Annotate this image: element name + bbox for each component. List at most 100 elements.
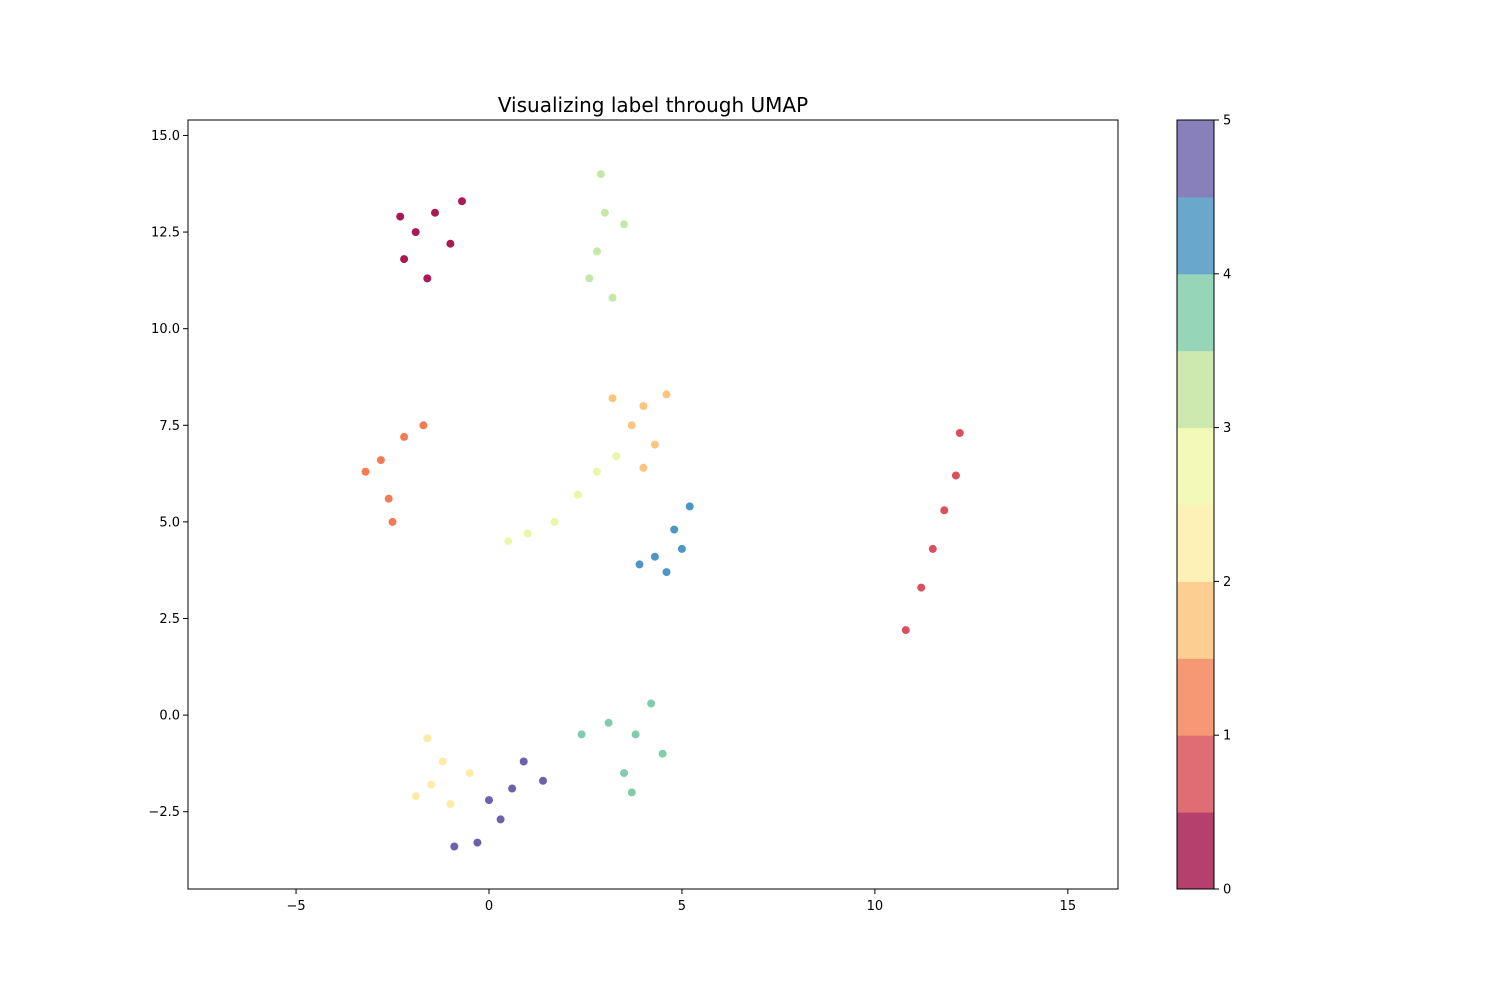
colorbar-segment	[1177, 273, 1214, 352]
scatter-points	[361, 170, 964, 851]
scatter-point	[431, 208, 439, 217]
colorbar-tick-label: 1	[1223, 729, 1231, 744]
scatter-point	[411, 228, 420, 237]
chart-title: Visualizing label through UMAP	[498, 93, 808, 117]
scatter-point	[465, 769, 474, 778]
scatter-point	[627, 421, 636, 430]
scatter-point	[677, 544, 686, 553]
colorbar-tick-label: 5	[1223, 114, 1231, 129]
scatter-point	[384, 494, 393, 503]
scatter-point	[593, 467, 601, 476]
scatter-point	[685, 502, 694, 511]
colorbar-segment	[1177, 196, 1214, 275]
x-tick-label: 0	[485, 899, 493, 914]
scatter-point	[662, 568, 671, 577]
colorbar-tick-label: 3	[1223, 421, 1231, 436]
scatter-point	[600, 208, 609, 217]
scatter-point	[604, 718, 613, 727]
scatter-point	[620, 220, 629, 229]
y-tick-label: 10.0	[151, 322, 180, 337]
scatter-point	[438, 757, 447, 766]
scatter-point	[631, 730, 640, 739]
scatter-point	[596, 170, 605, 179]
scatter-point	[485, 796, 493, 805]
scatter-point	[917, 583, 926, 592]
scatter-point	[620, 769, 629, 778]
scatter-point	[670, 525, 679, 534]
scatter-point	[940, 506, 949, 515]
scatter-point	[376, 456, 385, 465]
scatter-point	[662, 390, 671, 399]
y-tick-label: 12.5	[151, 226, 180, 241]
scatter-point	[539, 776, 547, 785]
scatter-point	[951, 471, 960, 480]
scatter-point	[446, 800, 455, 808]
colorbar-segment	[1177, 427, 1214, 505]
scatter-point	[577, 730, 586, 739]
x-tick-label: 10	[867, 899, 884, 914]
scatter-point	[519, 757, 528, 766]
x-tick-label: 5	[678, 899, 686, 914]
scatter-point	[573, 490, 582, 499]
scatter-point	[361, 467, 370, 476]
scatter-point	[647, 699, 656, 708]
scatter-point	[639, 463, 648, 472]
scatter-point	[627, 788, 636, 797]
scatter-point	[473, 838, 482, 847]
colorbar-segment	[1177, 658, 1214, 736]
scatter-point	[427, 780, 436, 789]
y-axis: −2.5 0.0 2.5 5.0 7.5 10.0 12.5 15.0	[148, 129, 188, 820]
scatter-point	[635, 560, 644, 569]
scatter-point	[550, 517, 559, 526]
colorbar-segment	[1177, 120, 1214, 198]
scatter-point	[901, 626, 910, 635]
scatter-point	[400, 432, 409, 441]
colorbar: 0 1 2 3 4 5	[1176, 114, 1231, 898]
scatter-point	[608, 394, 617, 403]
scatter-point	[504, 537, 513, 546]
scatter-point	[458, 197, 466, 206]
scatter-point	[419, 421, 428, 430]
x-tick-label: 15	[1060, 899, 1077, 914]
scatter-point	[423, 274, 432, 283]
y-tick-label: 2.5	[159, 612, 180, 627]
scatter-point	[593, 247, 601, 256]
scatter-point	[508, 784, 517, 793]
scatter-point	[585, 274, 594, 283]
scatter-point	[612, 452, 621, 461]
scatter-point	[400, 255, 409, 264]
scatter-point	[658, 749, 667, 758]
scatter-point	[955, 429, 964, 437]
y-tick-label: 15.0	[151, 129, 180, 144]
scatter-point	[388, 517, 397, 526]
x-axis: −5 0 5 10 15	[286, 889, 1076, 914]
scatter-point	[450, 842, 459, 851]
colorbar-segment	[1177, 350, 1214, 429]
y-tick-label: 0.0	[159, 709, 180, 724]
x-tick-label: −5	[286, 899, 305, 914]
colorbar-tick-label: 4	[1223, 267, 1231, 282]
scatter-point	[396, 212, 405, 221]
scatter-point	[423, 734, 432, 743]
colorbar-segment	[1177, 812, 1214, 890]
y-tick-label: −2.5	[148, 805, 180, 820]
colorbar-segment	[1177, 735, 1214, 813]
scatter-point	[650, 552, 659, 561]
scatter-point	[411, 792, 420, 801]
scatter-point	[523, 529, 532, 538]
y-tick-label: 7.5	[159, 419, 180, 434]
scatter-point	[639, 402, 648, 410]
scatter-point	[650, 440, 659, 449]
colorbar-segment	[1177, 581, 1214, 659]
scatter-point	[608, 293, 617, 302]
colorbar-tick-label: 0	[1223, 883, 1231, 898]
colorbar-tick-label: 2	[1223, 575, 1231, 590]
colorbar-frame	[1176, 119, 1215, 890]
scatter-point	[446, 239, 455, 248]
axes-frame	[187, 119, 1119, 890]
scatter-point	[496, 815, 505, 824]
y-tick-label: 5.0	[159, 515, 180, 530]
scatter-point	[928, 544, 937, 553]
